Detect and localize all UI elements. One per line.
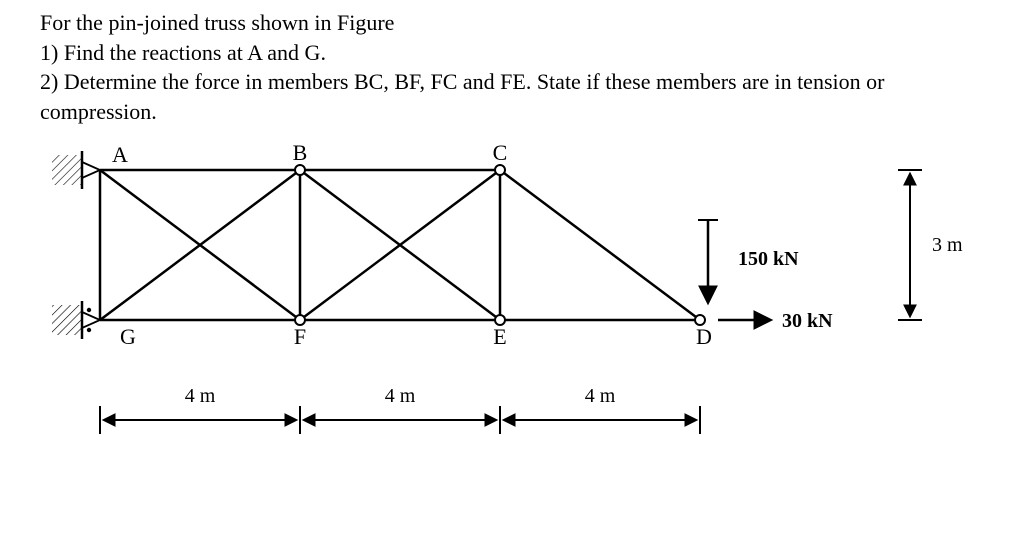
page: { "text": { "line1": "For the pin-joined… [0, 0, 1024, 546]
span-dim-label-0: 4 m [185, 385, 216, 407]
member-CD [500, 170, 700, 320]
roller-wheel [87, 328, 91, 332]
problem-line-1: For the pin-joined truss shown in Figure [40, 8, 1000, 38]
roller-support-icon [82, 312, 100, 328]
support-hatch [52, 305, 82, 335]
node-C [495, 165, 505, 175]
problem-line-3: 2) Determine the force in members BC, BF… [40, 67, 1000, 97]
truss-diagram: A B C G F E D 150 kN 30 kN 3 m 4 m 4 m 4 m [40, 140, 1000, 540]
load-label-horizontal: 30 kN [782, 310, 833, 332]
problem-line-4: compression. [40, 97, 1000, 127]
node-label-B: B [293, 140, 308, 165]
truss-svg: A B C G F E D 150 kN 30 kN 3 m 4 m 4 m 4 m [40, 140, 1000, 540]
support-hatch [52, 155, 82, 185]
node-label-D: D [696, 324, 712, 349]
span-dim-label-1: 4 m [385, 385, 416, 407]
span-dim-label-2: 4 m [585, 385, 616, 407]
pin-support-icon [82, 162, 100, 178]
load-label-vertical: 150 kN [738, 248, 799, 270]
height-dim-label: 3 m [932, 234, 963, 256]
problem-line-2: 1) Find the reactions at A and G. [40, 38, 1000, 68]
node-label-A: A [112, 142, 128, 167]
problem-statement: For the pin-joined truss shown in Figure… [40, 8, 1000, 127]
node-label-F: F [294, 324, 306, 349]
node-label-C: C [493, 140, 508, 165]
node-B [295, 165, 305, 175]
roller-wheel [87, 308, 91, 312]
truss-group: A B C G F E D 150 kN 30 kN 3 m 4 m 4 m 4 m [52, 140, 963, 434]
node-label-G: G [120, 324, 136, 349]
node-label-E: E [493, 324, 506, 349]
